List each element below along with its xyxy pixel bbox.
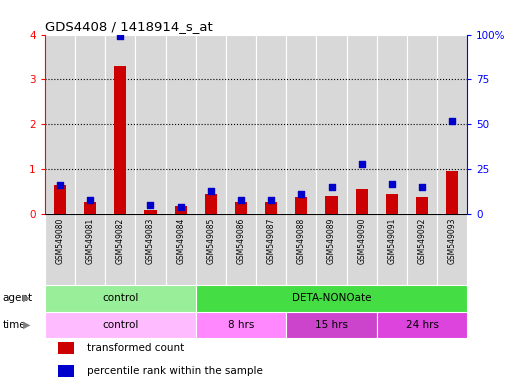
- Bar: [175, 206, 187, 214]
- Bar: [226, 214, 256, 285]
- Bar: [377, 311, 467, 338]
- Point: [86, 197, 95, 203]
- Bar: [407, 35, 437, 214]
- Point: [357, 161, 366, 167]
- Bar: [235, 202, 247, 214]
- Bar: [196, 214, 226, 285]
- Bar: [437, 214, 467, 285]
- Text: 24 hrs: 24 hrs: [406, 320, 439, 330]
- Bar: [316, 35, 346, 214]
- Point: [448, 118, 456, 124]
- Text: GSM549093: GSM549093: [448, 218, 457, 264]
- Bar: [105, 214, 135, 285]
- Point: [418, 184, 426, 190]
- Bar: [316, 214, 346, 285]
- Point: [206, 188, 215, 194]
- Bar: [45, 311, 196, 338]
- Bar: [58, 365, 74, 377]
- Bar: [346, 214, 377, 285]
- Text: 15 hrs: 15 hrs: [315, 320, 348, 330]
- Bar: [45, 214, 75, 285]
- Bar: [196, 35, 226, 214]
- Text: agent: agent: [3, 293, 33, 303]
- Bar: [54, 185, 66, 214]
- Bar: [166, 35, 196, 214]
- Text: control: control: [102, 320, 138, 330]
- Bar: [114, 66, 126, 214]
- Point: [116, 33, 125, 40]
- Bar: [205, 194, 217, 214]
- Bar: [265, 202, 277, 214]
- Point: [237, 197, 245, 203]
- Bar: [286, 35, 316, 214]
- Bar: [84, 202, 96, 214]
- Bar: [295, 197, 307, 214]
- Bar: [446, 171, 458, 214]
- Text: GSM549091: GSM549091: [388, 218, 397, 264]
- Bar: [45, 35, 75, 214]
- Text: 8 hrs: 8 hrs: [228, 320, 254, 330]
- Point: [327, 184, 336, 190]
- Bar: [75, 35, 105, 214]
- Text: transformed count: transformed count: [87, 343, 184, 353]
- Text: GSM549084: GSM549084: [176, 218, 185, 264]
- Bar: [135, 35, 166, 214]
- Bar: [226, 35, 256, 214]
- Text: GSM549085: GSM549085: [206, 218, 215, 264]
- Point: [176, 204, 185, 210]
- Text: GSM549080: GSM549080: [55, 218, 64, 264]
- Text: GDS4408 / 1418914_s_at: GDS4408 / 1418914_s_at: [45, 20, 213, 33]
- Text: ▶: ▶: [23, 320, 30, 330]
- Bar: [325, 196, 337, 214]
- Bar: [377, 35, 407, 214]
- Point: [297, 191, 306, 197]
- Bar: [407, 214, 437, 285]
- Text: GSM549082: GSM549082: [116, 218, 125, 264]
- Text: GSM549092: GSM549092: [418, 218, 427, 264]
- Bar: [75, 214, 105, 285]
- Bar: [196, 311, 286, 338]
- Bar: [377, 214, 407, 285]
- Text: GSM549088: GSM549088: [297, 218, 306, 264]
- Text: time: time: [3, 320, 26, 330]
- Point: [146, 202, 155, 208]
- Bar: [166, 214, 196, 285]
- Bar: [58, 342, 74, 354]
- Bar: [145, 210, 156, 214]
- Bar: [256, 35, 286, 214]
- Text: DETA-NONOate: DETA-NONOate: [292, 293, 371, 303]
- Point: [388, 180, 396, 187]
- Bar: [196, 285, 467, 311]
- Text: percentile rank within the sample: percentile rank within the sample: [87, 366, 263, 376]
- Bar: [135, 214, 166, 285]
- Text: GSM549087: GSM549087: [267, 218, 276, 264]
- Text: GSM549086: GSM549086: [237, 218, 246, 264]
- Bar: [105, 35, 135, 214]
- Bar: [45, 285, 196, 311]
- Bar: [286, 311, 377, 338]
- Bar: [256, 214, 286, 285]
- Text: GSM549081: GSM549081: [86, 218, 95, 264]
- Text: GSM549089: GSM549089: [327, 218, 336, 264]
- Bar: [346, 35, 377, 214]
- Bar: [416, 197, 428, 214]
- Bar: [286, 214, 316, 285]
- Text: control: control: [102, 293, 138, 303]
- Bar: [356, 189, 367, 214]
- Text: GSM549083: GSM549083: [146, 218, 155, 264]
- Text: ▶: ▶: [23, 293, 30, 303]
- Point: [267, 197, 276, 203]
- Point: [56, 182, 64, 189]
- Bar: [437, 35, 467, 214]
- Bar: [386, 194, 398, 214]
- Text: GSM549090: GSM549090: [357, 218, 366, 264]
